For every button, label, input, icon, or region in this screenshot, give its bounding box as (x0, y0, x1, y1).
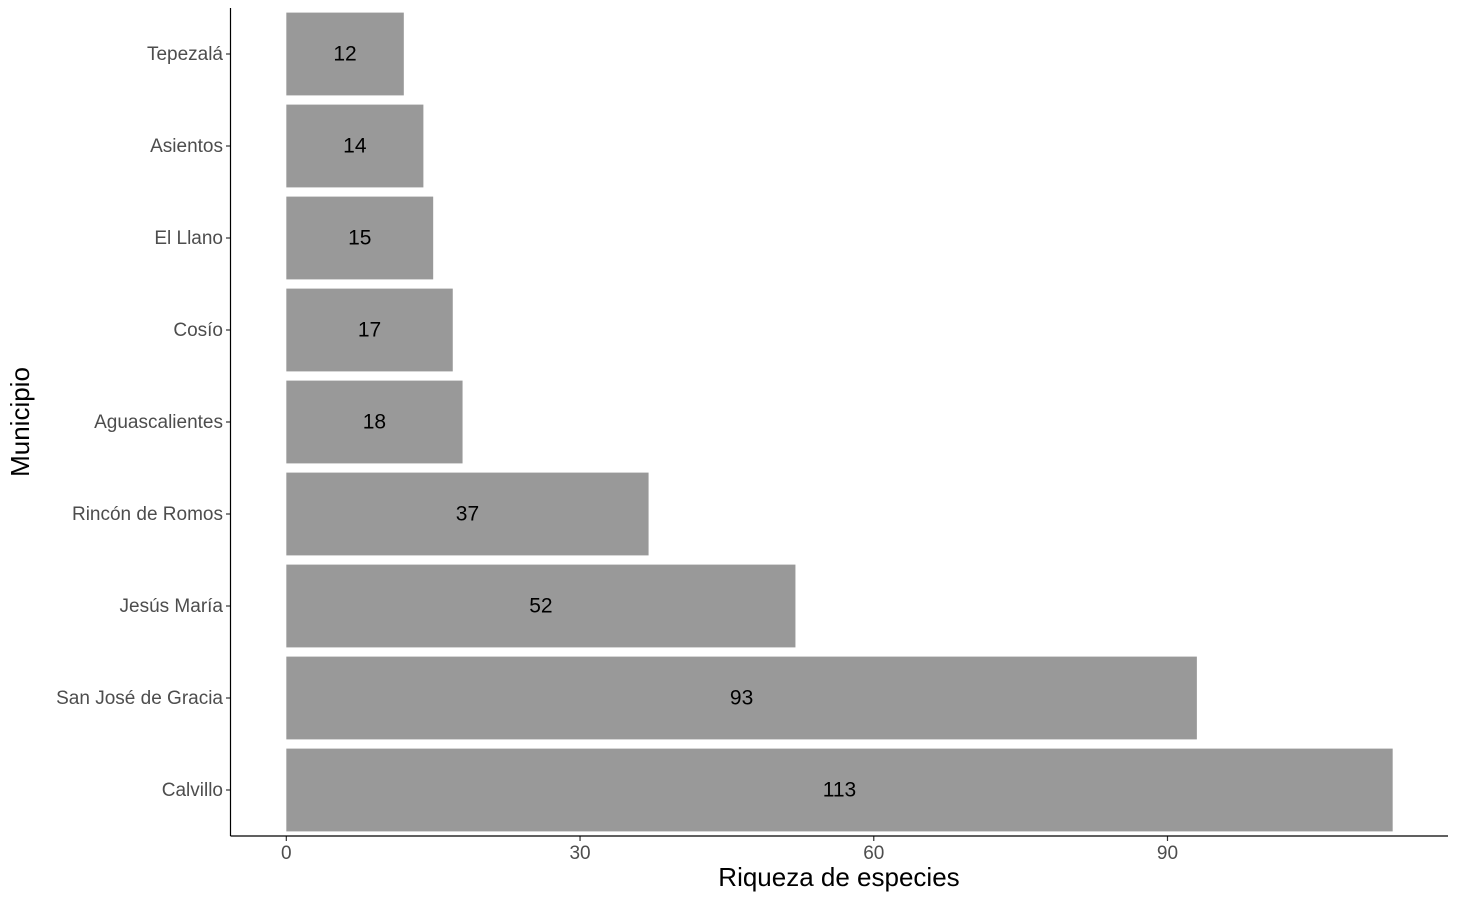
x-tick-label: 0 (281, 843, 292, 864)
value-label: 12 (333, 43, 356, 66)
value-label: 14 (343, 135, 367, 158)
bar (286, 748, 1393, 832)
y-tick-label: Tepezalá (147, 44, 223, 65)
value-label: 18 (363, 411, 386, 434)
bar (286, 380, 463, 464)
value-label: 52 (529, 595, 552, 618)
y-tick-label: Calvillo (162, 780, 223, 801)
value-label: 37 (456, 503, 479, 526)
bar (286, 12, 404, 96)
bar (286, 196, 434, 280)
x-tick-label: 60 (863, 843, 884, 864)
bar (286, 288, 453, 372)
value-label: 113 (823, 779, 856, 802)
x-tick-label: 90 (1157, 843, 1178, 864)
y-tick-label: Rincón de Romos (72, 504, 223, 525)
y-axis-title: Municipio (5, 367, 35, 477)
y-tick-label: Asientos (150, 136, 223, 157)
bar (286, 104, 424, 188)
y-tick-label: Cosío (173, 320, 223, 341)
y-tick-label: El Llano (154, 228, 223, 249)
y-tick-label: Jesús María (120, 596, 224, 617)
bar (286, 656, 1197, 740)
bar (286, 564, 796, 648)
y-tick-label: San José de Gracia (56, 688, 223, 709)
x-tick-label: 30 (569, 843, 590, 864)
value-label: 15 (348, 227, 371, 250)
x-axis-title: Riqueza de especies (718, 862, 959, 892)
bar (286, 472, 649, 556)
y-tick-label: Aguascalientes (94, 412, 223, 433)
value-label: 93 (730, 687, 753, 710)
value-label: 17 (358, 319, 381, 342)
